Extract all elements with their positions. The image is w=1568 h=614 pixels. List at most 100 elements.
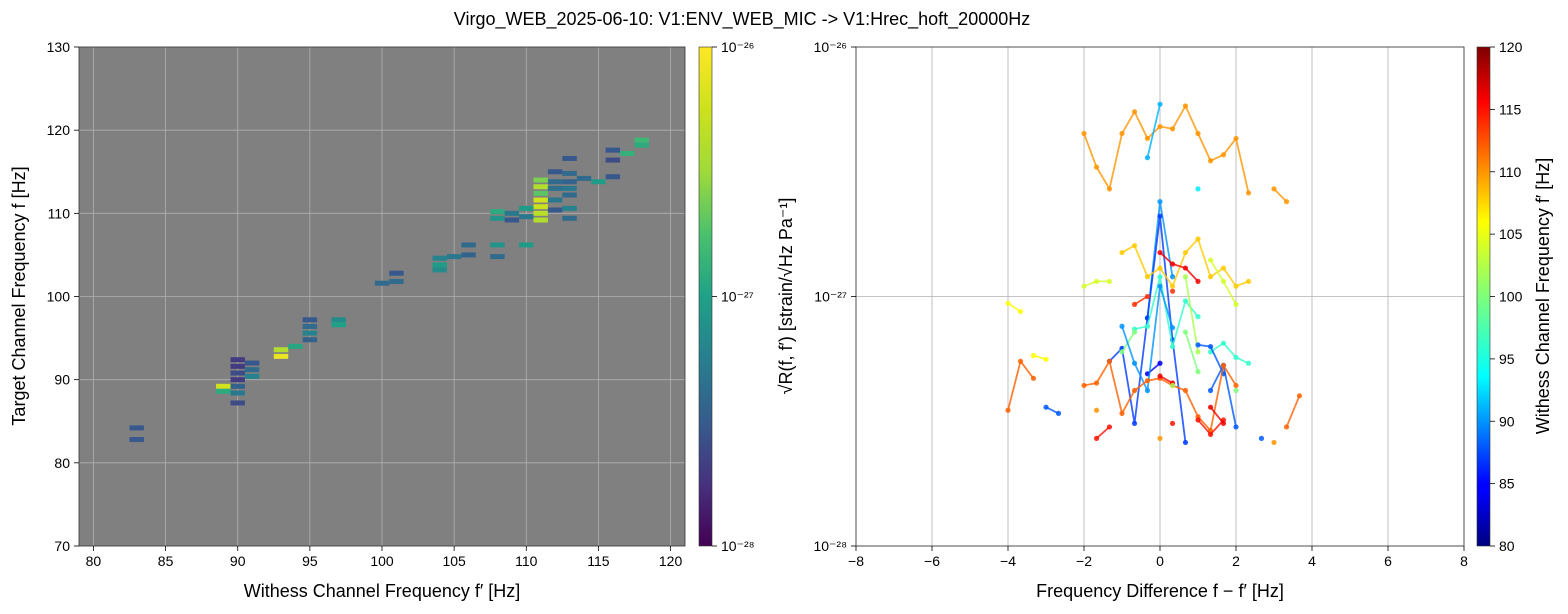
heatmap-cell	[533, 177, 548, 183]
heatmap-cell	[216, 383, 231, 389]
series-point	[1131, 242, 1138, 249]
heatmap-cell	[273, 353, 289, 359]
heatmap-cell	[461, 252, 476, 258]
series-group	[1144, 101, 1163, 161]
series-group	[1271, 186, 1290, 205]
series-point	[1157, 249, 1163, 256]
difference-x-tick-label: 6	[1384, 553, 1392, 569]
difference-colorbar-tick-label: 120	[1499, 39, 1523, 55]
difference-colorbar-tick-label: 85	[1499, 476, 1515, 492]
series-point	[1144, 293, 1151, 300]
series-line	[1273, 188, 1288, 203]
series-point	[1245, 190, 1252, 196]
heatmap-cell	[490, 209, 505, 215]
difference-x-tick-label: 0	[1156, 553, 1164, 569]
series-group	[1182, 329, 1201, 375]
series-line	[1210, 341, 1249, 365]
heatmap-x-tick-label: 90	[230, 553, 246, 569]
series-point	[1182, 274, 1189, 280]
series-group	[1182, 274, 1201, 355]
heatmap-cell	[490, 242, 505, 248]
series-line	[1285, 395, 1301, 428]
heatmap-colorbar-ticks: 10⁻²⁸ 10⁻²⁷ 10⁻²⁶	[712, 39, 755, 554]
heatmap-cell	[562, 215, 577, 221]
heatmap-x-ticks: 80 85 90 95 100 105 110 115 120	[86, 546, 682, 569]
heatmap-y-tick-label: 120	[47, 122, 71, 138]
heatmap-cell	[331, 322, 346, 328]
series-point	[1119, 249, 1125, 256]
heatmap-cell	[302, 330, 318, 336]
heatmap-y-tick-label: 110	[48, 205, 71, 221]
heatmap-x-tick-label: 85	[158, 553, 174, 569]
heatmap-cell	[547, 207, 563, 213]
difference-colorbar-ticks: 80 85 90 95 100 105 110 115 120	[1490, 39, 1523, 554]
series-point	[1169, 274, 1176, 280]
heatmap-cell	[562, 179, 577, 185]
heatmap-cell	[547, 185, 563, 191]
series-group	[1043, 404, 1062, 416]
series-point	[1207, 404, 1214, 410]
series-point	[1220, 420, 1227, 427]
series-point	[1207, 257, 1214, 263]
heatmap-cell	[230, 377, 245, 383]
series-line	[1209, 406, 1225, 424]
series-point	[1131, 387, 1138, 394]
heatmap-cell	[634, 142, 649, 148]
series-group	[1119, 283, 1176, 394]
series-point	[1157, 123, 1163, 130]
difference-x-tick-label: −8	[848, 553, 864, 569]
heatmap-x-tick-label: 115	[587, 553, 610, 569]
series-group	[1119, 236, 1252, 289]
difference-x-tick-label: 4	[1308, 553, 1316, 569]
series-point	[1106, 278, 1113, 284]
heatmap-cell	[432, 255, 447, 261]
heatmap-cell	[230, 357, 245, 363]
series-point	[1144, 274, 1151, 280]
heatmap-colorbar-tick-label: 10⁻²⁸	[721, 538, 755, 554]
series-point	[1144, 323, 1151, 329]
series-point	[1283, 424, 1290, 430]
series-point	[1258, 435, 1265, 441]
heatmap-cell	[302, 337, 318, 343]
heatmap-x-tick-label: 100	[370, 553, 394, 569]
series-point	[1169, 343, 1176, 350]
difference-colorbar-tick-label: 80	[1499, 538, 1515, 554]
series-point	[1157, 360, 1163, 366]
series-point	[1093, 435, 1100, 441]
heatmap-cell	[519, 214, 534, 220]
series-group	[1081, 103, 1252, 196]
series-point	[1081, 130, 1087, 137]
heatmap-cell	[490, 215, 505, 221]
heatmap-cell	[562, 155, 577, 161]
heatmap-y-tick-label: 100	[47, 289, 71, 305]
series-point	[1144, 387, 1151, 394]
series-point	[1119, 130, 1125, 137]
heatmap-cell	[519, 205, 534, 211]
heatmap-cell	[562, 170, 577, 176]
series-group	[1081, 278, 1113, 289]
series-point	[1245, 360, 1252, 366]
heatmap-cell	[374, 280, 390, 286]
heatmap-cell	[562, 192, 577, 198]
series-point	[1220, 340, 1227, 346]
heatmap-cell	[620, 150, 635, 156]
series-line	[1146, 103, 1161, 158]
series-point	[1195, 130, 1201, 137]
series-point	[1195, 349, 1201, 355]
series-group	[1157, 249, 1201, 284]
difference-panel: −8 −6 −4 −2 0 2 4 6 8 10⁻²⁸ 10⁻²⁷ 10⁻²⁶ Frequency …	[813, 39, 1553, 601]
series-point	[1005, 407, 1011, 413]
heatmap-cell	[547, 197, 563, 203]
series-group	[1005, 358, 1037, 413]
heatmap-panel: 80 85 90 95 100 105 110 115 120 70 80 90 100 110 120 1…	[9, 39, 796, 601]
heatmap-cell	[634, 137, 649, 143]
series-point	[1106, 186, 1113, 192]
series-line	[1095, 426, 1111, 440]
series-point	[1233, 424, 1239, 430]
heatmap-cell	[605, 147, 621, 153]
series-point	[1093, 278, 1100, 284]
difference-x-tick-label: −2	[1076, 553, 1092, 569]
series-point	[1093, 164, 1100, 170]
series-point	[1030, 375, 1037, 381]
